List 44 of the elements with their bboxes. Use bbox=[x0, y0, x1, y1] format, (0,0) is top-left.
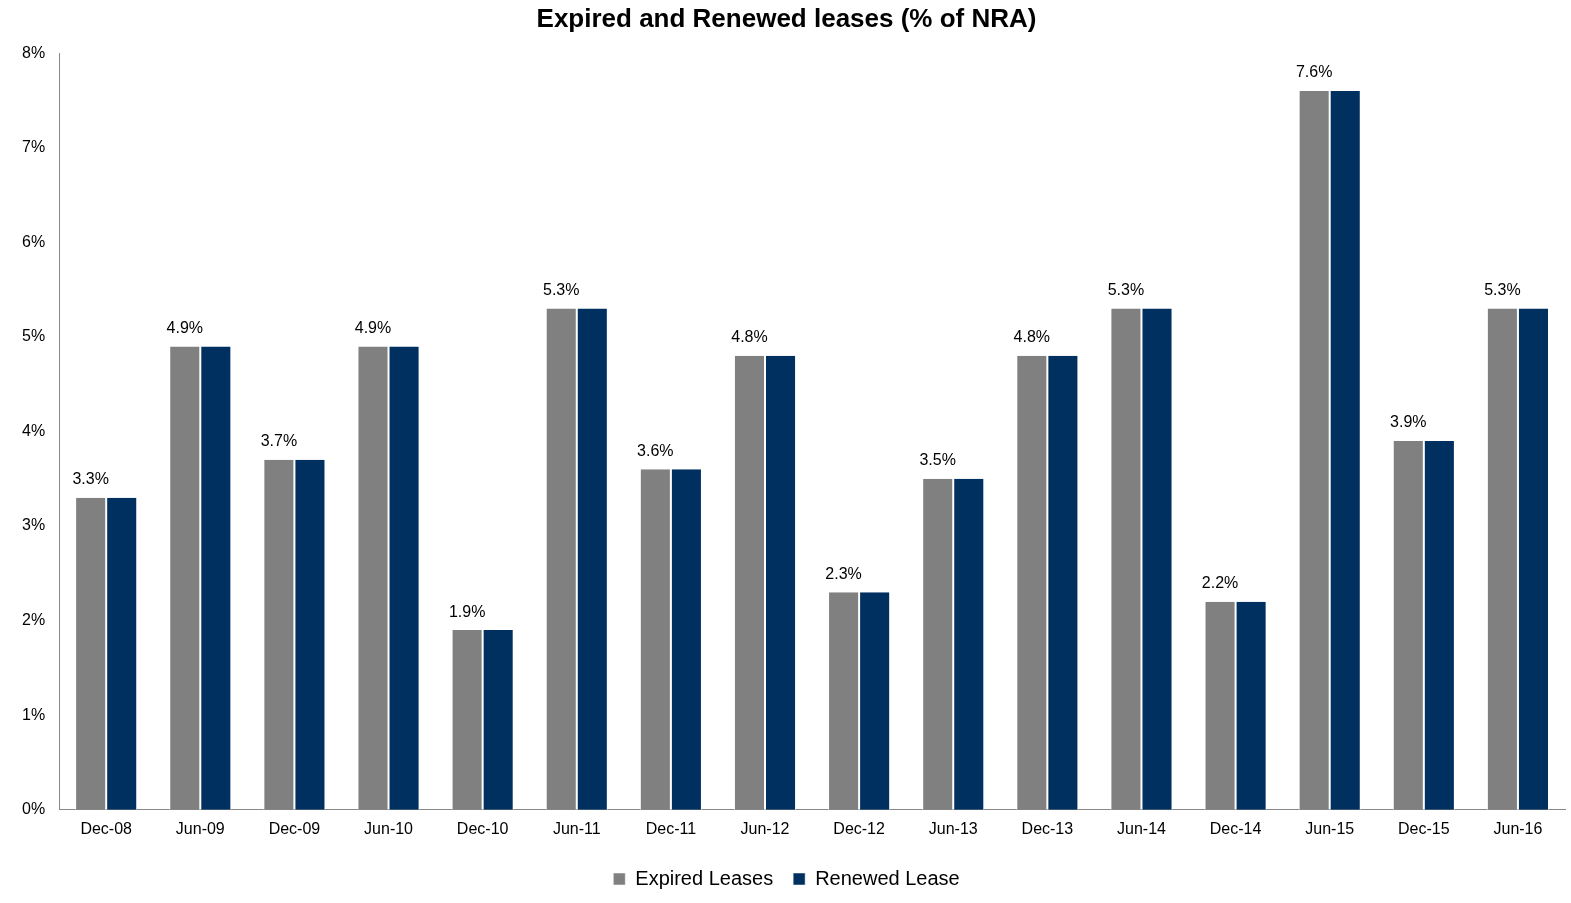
x-tick-label: Jun-09 bbox=[175, 819, 225, 837]
chart-title: Expired and Renewed leases (% of NRA) bbox=[536, 2, 1037, 33]
data-label: 3.9% bbox=[1390, 413, 1427, 431]
data-label: 4.9% bbox=[166, 318, 204, 336]
y-tick-label: 0% bbox=[22, 800, 46, 818]
x-tick-label: Jun-11 bbox=[552, 819, 601, 837]
x-tick-label: Dec-10 bbox=[456, 819, 509, 837]
legend-label: Renewed Lease bbox=[815, 866, 960, 889]
x-tick-label: Dec-08 bbox=[80, 819, 133, 837]
data-label: 2.2% bbox=[1201, 574, 1239, 592]
data-label: 5.3% bbox=[543, 280, 580, 298]
legend-label: Expired Leases bbox=[635, 866, 774, 889]
x-tick-label: Jun-14 bbox=[1117, 819, 1167, 837]
y-tick-label: 3% bbox=[22, 516, 46, 534]
y-tick-label: 2% bbox=[22, 611, 46, 629]
x-tick-label: Dec-09 bbox=[268, 819, 321, 837]
data-label: 4.8% bbox=[1013, 328, 1051, 346]
data-label: 5.3% bbox=[1107, 280, 1145, 298]
x-tick-label: Jun-15 bbox=[1305, 819, 1355, 837]
x-tick-label: Jun-13 bbox=[928, 819, 978, 837]
x-tick-label: Dec-14 bbox=[1209, 819, 1262, 837]
data-label: 5.3% bbox=[1484, 280, 1521, 298]
data-label: 2.3% bbox=[825, 564, 862, 582]
x-tick-label: Dec-13 bbox=[1021, 819, 1074, 837]
data-label: 3.5% bbox=[919, 451, 956, 469]
y-tick-label: 6% bbox=[22, 232, 46, 250]
x-tick-label: Dec-11 bbox=[645, 819, 697, 837]
x-tick-label: Dec-12 bbox=[833, 819, 886, 837]
y-tick-label: 4% bbox=[22, 421, 46, 439]
data-label: 3.3% bbox=[72, 470, 109, 488]
data-label: 4.8% bbox=[731, 328, 768, 346]
x-tick-label: Jun-12 bbox=[740, 819, 790, 837]
y-tick-label: 7% bbox=[22, 138, 46, 156]
x-tick-label: Jun-10 bbox=[364, 819, 414, 837]
data-label: 3.6% bbox=[637, 441, 674, 459]
data-label: 7.6% bbox=[1295, 63, 1333, 81]
data-label: 1.9% bbox=[448, 602, 486, 620]
y-tick-label: 8% bbox=[22, 43, 46, 61]
y-tick-label: 5% bbox=[22, 327, 46, 345]
data-label: 4.9% bbox=[354, 318, 392, 336]
x-tick-label: Jun-16 bbox=[1493, 819, 1543, 837]
x-tick-label: Dec-15 bbox=[1398, 819, 1450, 837]
y-tick-label: 1% bbox=[22, 705, 46, 723]
data-label: 3.7% bbox=[260, 432, 298, 450]
